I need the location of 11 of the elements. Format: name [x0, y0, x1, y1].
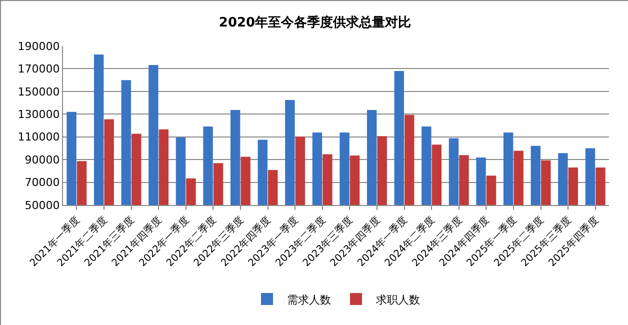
y-tick-label: 170000: [18, 62, 60, 76]
y-tick-label: 90000: [24, 153, 60, 166]
y-tick-label: 190000: [18, 40, 60, 53]
y-tick-label: 70000: [24, 176, 60, 190]
chart-title: 2020年至今各季度供求总量对比: [218, 14, 412, 30]
legend-label: 求职人数: [376, 293, 420, 306]
y-tick-label: 150000: [18, 85, 60, 98]
y-tick-label: 50000: [24, 198, 60, 212]
y-tick-label: 110000: [18, 130, 60, 144]
y-tick-label: 130000: [18, 108, 60, 121]
legend-label: 需求人数: [287, 293, 331, 306]
